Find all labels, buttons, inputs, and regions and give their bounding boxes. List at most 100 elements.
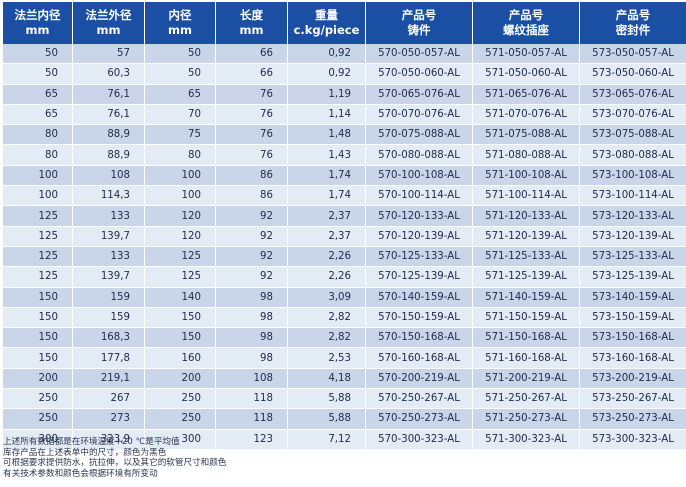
cell-product-no-casting: 570-050-060-AL <box>366 64 473 85</box>
cell-length: 92 <box>216 226 288 247</box>
cell-product-no-casting: 570-120-139-AL <box>366 226 473 247</box>
table-row: 50 60,3 50 66 0,92 570-050-060-AL 571-050-060-… <box>3 64 686 85</box>
cell-length: 98 <box>216 307 288 329</box>
cell-inner-diameter: 100 <box>145 165 216 187</box>
cell-product-no-casting: 570-150-168-AL <box>366 328 473 349</box>
cell-inner-diameter: 150 <box>145 307 216 329</box>
cell-weight: 3,09 <box>288 287 366 308</box>
cell-product-no-threaded-socket: 571-200-219-AL <box>473 368 580 390</box>
cell-product-no-seal: 573-250-267-AL <box>580 389 686 410</box>
footnote: 有关技术参数和颜色会根据环境有所变动 <box>3 468 158 479</box>
table-row: 150 159 140 98 3,09 570-140-159-AL 571-140-159… <box>3 287 686 308</box>
cell-product-no-casting: 570-140-159-AL <box>366 287 473 308</box>
header-flange-outer-diameter: 法兰外径 mm <box>73 2 145 44</box>
cell-weight: 0,92 <box>288 44 366 65</box>
table-header-row: 法兰内径 mm 法兰外径 mm 内径 mm 长度 mm 重量 c.kg/piece 产品号… <box>3 2 686 44</box>
cell-product-no-threaded-socket: 571-250-267-AL <box>473 389 580 410</box>
cell-flange-inner-diameter: 250 <box>3 409 73 430</box>
table-body: 50 57 50 66 0,92 570-050-057-AL 571-050-057-AL… <box>3 44 686 450</box>
cell-product-no-seal: 573-050-060-AL <box>580 64 686 85</box>
cell-product-no-seal: 573-300-323-AL <box>580 429 686 450</box>
cell-weight: 7,12 <box>288 429 366 450</box>
cell-length: 76 <box>216 104 288 126</box>
cell-product-no-seal: 573-140-159-AL <box>580 287 686 308</box>
product-spec-sheet: 法兰内径 mm 法兰外径 mm 内径 mm 长度 mm 重量 c.kg/piece 产品号… <box>3 2 686 450</box>
cell-inner-diameter: 120 <box>145 226 216 247</box>
cell-flange-inner-diameter: 150 <box>3 307 73 329</box>
cell-product-no-casting: 570-075-088-AL <box>366 125 473 146</box>
cell-flange-inner-diameter: 100 <box>3 186 73 207</box>
cell-weight: 2,53 <box>288 348 366 369</box>
cell-flange-inner-diameter: 125 <box>3 206 73 227</box>
cell-weight: 4,18 <box>288 368 366 390</box>
cell-flange-outer-diameter: 219,1 <box>73 368 145 390</box>
cell-flange-inner-diameter: 125 <box>3 246 73 268</box>
cell-weight: 1,43 <box>288 145 366 166</box>
cell-flange-inner-diameter: 125 <box>3 226 73 247</box>
cell-weight: 2,26 <box>288 267 366 288</box>
cell-inner-diameter: 80 <box>145 145 216 166</box>
cell-product-no-seal: 573-200-219-AL <box>580 368 686 390</box>
header-product-no-casting: 产品号 铸件 <box>366 2 473 44</box>
cell-product-no-casting: 570-050-057-AL <box>366 44 473 65</box>
cell-product-no-threaded-socket: 571-100-108-AL <box>473 165 580 187</box>
cell-product-no-threaded-socket: 571-140-159-AL <box>473 287 580 308</box>
cell-product-no-casting: 570-100-108-AL <box>366 165 473 187</box>
cell-product-no-seal: 573-120-133-AL <box>580 206 686 227</box>
cell-product-no-seal: 573-150-159-AL <box>580 307 686 329</box>
cell-product-no-threaded-socket: 571-250-273-AL <box>473 409 580 430</box>
cell-product-no-threaded-socket: 571-160-168-AL <box>473 348 580 369</box>
cell-length: 98 <box>216 348 288 369</box>
cell-flange-outer-diameter: 60,3 <box>73 64 145 85</box>
cell-product-no-threaded-socket: 571-125-139-AL <box>473 267 580 288</box>
cell-inner-diameter: 120 <box>145 206 216 227</box>
cell-flange-outer-diameter: 159 <box>73 287 145 308</box>
cell-length: 76 <box>216 125 288 146</box>
cell-product-no-casting: 570-120-133-AL <box>366 206 473 227</box>
cell-flange-outer-diameter: 114,3 <box>73 186 145 207</box>
cell-flange-outer-diameter: 273 <box>73 409 145 430</box>
cell-product-no-seal: 573-050-057-AL <box>580 44 686 65</box>
cell-inner-diameter: 150 <box>145 328 216 349</box>
cell-product-no-casting: 570-065-076-AL <box>366 84 473 105</box>
cell-product-no-casting: 570-300-323-AL <box>366 429 473 450</box>
cell-inner-diameter: 125 <box>145 267 216 288</box>
cell-length: 118 <box>216 389 288 410</box>
cell-product-no-threaded-socket: 571-080-088-AL <box>473 145 580 166</box>
cell-weight: 5,88 <box>288 389 366 410</box>
cell-flange-outer-diameter: 139,7 <box>73 226 145 247</box>
footnote: 可根据要求提供防水，抗拉伸，以及其它的软管尺寸和颜色 <box>3 458 227 469</box>
cell-flange-outer-diameter: 88,9 <box>73 145 145 166</box>
cell-product-no-threaded-socket: 571-100-114-AL <box>473 186 580 207</box>
cell-flange-outer-diameter: 323,9 <box>73 429 145 450</box>
cell-product-no-threaded-socket: 571-125-133-AL <box>473 246 580 268</box>
cell-length: 118 <box>216 409 288 430</box>
cell-product-no-seal: 573-065-076-AL <box>580 84 686 105</box>
cell-product-no-threaded-socket: 571-050-060-AL <box>473 64 580 85</box>
cell-flange-inner-diameter: 65 <box>3 104 73 126</box>
cell-inner-diameter: 200 <box>145 368 216 390</box>
table-row: 150 177,8 160 98 2,53 570-160-168-AL 571-160-1… <box>3 348 686 369</box>
cell-weight: 1,74 <box>288 165 366 187</box>
cell-inner-diameter: 50 <box>145 64 216 85</box>
table-row: 50 57 50 66 0,92 570-050-057-AL 571-050-057-AL… <box>3 44 686 65</box>
cell-inner-diameter: 250 <box>145 409 216 430</box>
cell-flange-outer-diameter: 76,1 <box>73 104 145 126</box>
cell-product-no-seal: 573-125-133-AL <box>580 246 686 268</box>
cell-flange-inner-diameter: 150 <box>3 328 73 349</box>
cell-product-no-threaded-socket: 571-120-139-AL <box>473 226 580 247</box>
cell-inner-diameter: 75 <box>145 125 216 146</box>
cell-product-no-threaded-socket: 571-120-133-AL <box>473 206 580 227</box>
cell-product-no-casting: 570-125-133-AL <box>366 246 473 268</box>
cell-flange-inner-diameter: 50 <box>3 64 73 85</box>
cell-product-no-seal: 573-150-168-AL <box>580 328 686 349</box>
header-weight: 重量 c.kg/piece <box>288 2 366 44</box>
cell-flange-outer-diameter: 76,1 <box>73 84 145 105</box>
cell-inner-diameter: 65 <box>145 84 216 105</box>
table-row: 80 88,9 75 76 1,48 570-075-088-AL 571-075-088-… <box>3 125 686 146</box>
table-row: 125 133 120 92 2,37 570-120-133-AL 571-120-133… <box>3 206 686 227</box>
cell-flange-outer-diameter: 168,3 <box>73 328 145 349</box>
cell-flange-inner-diameter: 80 <box>3 145 73 166</box>
cell-flange-outer-diameter: 177,8 <box>73 348 145 369</box>
cell-product-no-casting: 570-070-076-AL <box>366 104 473 126</box>
